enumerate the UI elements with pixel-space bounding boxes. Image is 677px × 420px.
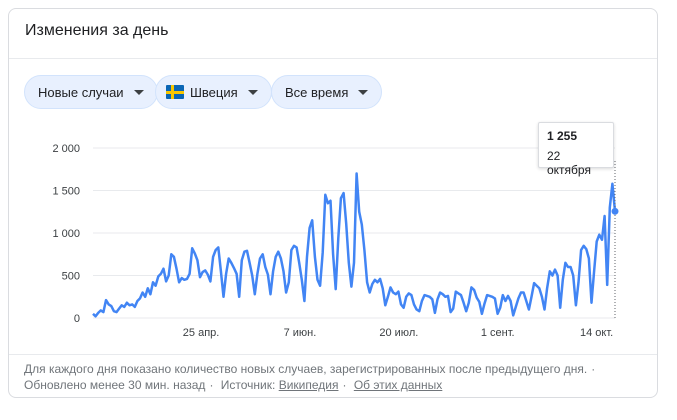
caret-down-icon (247, 89, 258, 95)
series-line (92, 172, 617, 318)
x-tick-label: 20 июл. (379, 327, 418, 339)
chart-card: Изменения за день Новые случаи Швеция Вс… (8, 8, 658, 398)
x-tick-label: 25 апр. (183, 327, 220, 339)
line-chart[interactable]: 0 500 1 000 1 500 2 000 25 апр. 7 июн. 20 июл. 1… (9, 9, 659, 354)
footer-source-label: Источник: (220, 378, 276, 392)
title-divider (9, 58, 657, 59)
footer: Для каждого дня показано количество новы… (24, 362, 596, 392)
metric-selector-label: Новые случаи (38, 84, 124, 100)
card-title: Изменения за день (25, 22, 169, 39)
metric-selector[interactable]: Новые случаи (24, 75, 158, 109)
footer-updated: Обновлено менее 30 мин. назад (24, 378, 206, 392)
y-tick-label: 2 000 (52, 143, 80, 155)
y-tick-label: 1 000 (52, 228, 80, 240)
y-tick-label: 0 (74, 313, 80, 325)
tooltip-value: 1 255 (547, 129, 578, 143)
footer-description: Для каждого дня показано количество новы… (24, 362, 588, 376)
y-tick-label: 1 500 (52, 186, 80, 198)
x-tick-label: 14 окт. (580, 327, 613, 339)
source-link[interactable]: Википедия (278, 378, 339, 392)
hover-point (611, 207, 619, 215)
x-tick-label: 1 сент. (481, 327, 515, 339)
y-tick-label: 500 (62, 271, 80, 283)
country-selector-label: Швеция (190, 84, 238, 100)
hover-tooltip: 1 255 22 октября (538, 122, 614, 177)
period-selector-label: Все время (285, 84, 349, 100)
tooltip-date: 22 октября (547, 149, 591, 177)
caret-down-icon (358, 89, 369, 95)
footer-divider (9, 354, 657, 355)
about-data-link[interactable]: Об этих данных (353, 378, 443, 392)
sweden-flag-icon (166, 85, 184, 99)
x-tick-label: 7 июн. (284, 327, 317, 339)
caret-down-icon (133, 89, 144, 95)
country-selector[interactable]: Швеция (155, 75, 272, 109)
period-selector[interactable]: Все время (271, 75, 383, 109)
